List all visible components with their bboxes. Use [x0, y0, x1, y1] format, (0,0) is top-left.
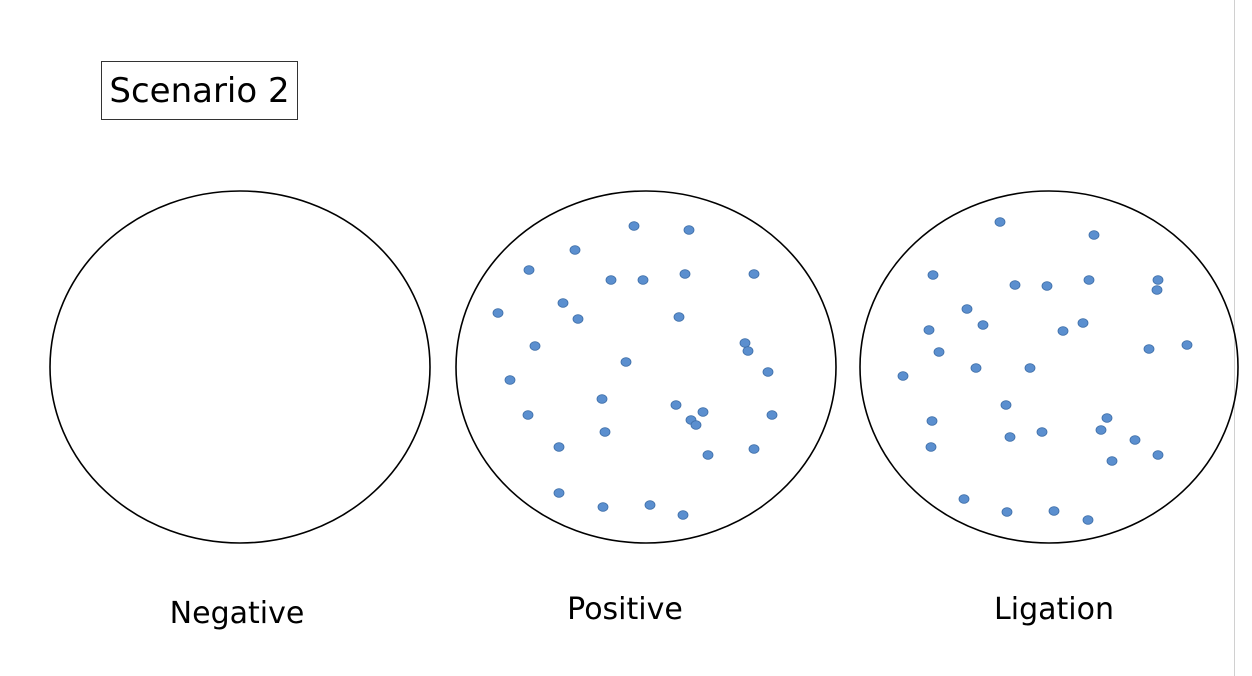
colony-dot	[1088, 230, 1100, 240]
colony-dot	[644, 500, 656, 510]
colony-dot	[1181, 340, 1193, 350]
colony-dot	[1001, 507, 1013, 517]
colony-dot	[529, 341, 541, 351]
colony-dot	[927, 270, 939, 280]
colonies-ligation	[897, 217, 1193, 525]
colony-dot	[1024, 363, 1036, 373]
scenario-title: Scenario 2	[101, 61, 298, 120]
page-edge-divider	[1234, 0, 1235, 676]
label-ligation: Ligation	[994, 592, 1114, 627]
colony-dot	[690, 420, 702, 430]
petri-dish-ligation	[859, 190, 1239, 544]
colony-dot	[597, 502, 609, 512]
colony-dot	[504, 375, 516, 385]
colony-dot	[1057, 326, 1069, 336]
plate-positive	[455, 190, 837, 544]
colony-dot	[961, 304, 973, 314]
colony-dot	[1106, 456, 1118, 466]
colony-dot	[1095, 425, 1107, 435]
colony-dot	[958, 494, 970, 504]
colony-dot	[553, 442, 565, 452]
colony-dot	[897, 371, 909, 381]
colony-dot	[620, 357, 632, 367]
colony-dot	[933, 347, 945, 357]
colonies-positive	[492, 221, 778, 520]
colony-dot	[762, 367, 774, 377]
colony-dot	[742, 346, 754, 356]
colony-dot	[926, 416, 938, 426]
colony-dot	[1048, 506, 1060, 516]
colony-dot	[923, 325, 935, 335]
colony-dot	[970, 363, 982, 373]
colony-dot	[977, 320, 989, 330]
colony-dot	[1004, 432, 1016, 442]
colony-dot	[553, 488, 565, 498]
colony-dot	[697, 407, 709, 417]
colony-dot	[748, 444, 760, 454]
colony-dot	[1143, 344, 1155, 354]
colony-dot	[1151, 285, 1163, 295]
colony-dot	[572, 314, 584, 324]
colony-dot	[925, 442, 937, 452]
label-negative: Negative	[169, 596, 305, 631]
colony-dot	[766, 410, 778, 420]
colony-dot	[628, 221, 640, 231]
colony-dot	[492, 308, 504, 318]
colony-dot	[599, 427, 611, 437]
colony-dot	[596, 394, 608, 404]
colony-dot	[1101, 413, 1113, 423]
plate-negative	[49, 190, 431, 544]
colony-dot	[673, 312, 685, 322]
colony-dot	[1129, 435, 1141, 445]
label-positive: Positive	[567, 592, 683, 627]
petri-dish-negative	[49, 190, 431, 544]
colony-dot	[1000, 400, 1012, 410]
colony-dot	[637, 275, 649, 285]
colony-dot	[739, 338, 751, 348]
colony-dot	[523, 265, 535, 275]
colony-dot	[569, 245, 581, 255]
colony-dot	[605, 275, 617, 285]
plate-ligation	[859, 190, 1239, 544]
colony-dot	[994, 217, 1006, 227]
colony-dot	[677, 510, 689, 520]
colony-dot	[1041, 281, 1053, 291]
colony-dot	[1036, 427, 1048, 437]
colony-dot	[1009, 280, 1021, 290]
colony-dot	[679, 269, 691, 279]
colony-dot	[683, 225, 695, 235]
colony-dot	[1152, 275, 1164, 285]
colony-dot	[670, 400, 682, 410]
colony-dot	[1082, 515, 1094, 525]
colony-dot	[748, 269, 760, 279]
colony-dot	[1152, 450, 1164, 460]
colony-dot	[557, 298, 569, 308]
colony-dot	[702, 450, 714, 460]
colony-dot	[1083, 275, 1095, 285]
colony-dot	[1077, 318, 1089, 328]
colony-dot	[522, 410, 534, 420]
petri-dish-positive	[455, 190, 837, 544]
